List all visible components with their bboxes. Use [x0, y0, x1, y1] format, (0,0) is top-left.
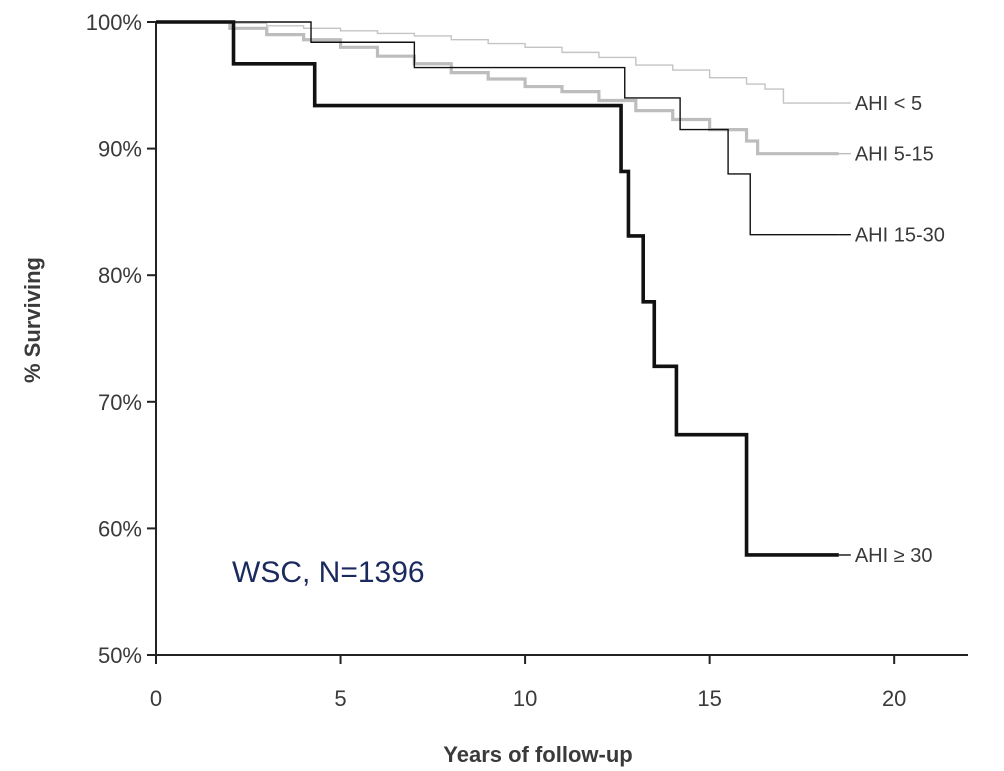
- y-tick-label: 60%: [98, 516, 142, 541]
- series-label-3: AHI ≥ 30: [855, 545, 933, 567]
- series-line-2: [156, 21, 839, 236]
- y-tick-label: 80%: [98, 263, 142, 288]
- series-line-0: [156, 21, 839, 104]
- axes: [155, 22, 968, 656]
- y-tick-label: 50%: [98, 643, 142, 668]
- x-axis-title: Years of follow-up: [443, 742, 632, 767]
- y-tick-label: 70%: [98, 390, 142, 415]
- x-tick-label: 10: [513, 686, 537, 711]
- ticks: 50% 60% 70% 80% 90% 100% 0 5 10 15 20: [86, 10, 907, 711]
- chart-annotation: WSC, N=1396: [232, 556, 425, 589]
- series-label-0: AHI < 5: [855, 93, 922, 115]
- x-tick-label: 20: [882, 686, 906, 711]
- series-label-2: AHI 15-30: [855, 225, 945, 247]
- series-labels: AHI < 5 AHI 5-15 AHI 15-30 AHI ≥ 30: [838, 93, 945, 567]
- y-tick-label: 90%: [98, 137, 142, 162]
- series-label-1: AHI 5-15: [855, 144, 934, 166]
- series-line-1: [156, 20, 839, 156]
- x-tick-label: 0: [150, 686, 162, 711]
- series-lines: [156, 20, 839, 557]
- y-axis-title: % Surviving: [20, 257, 45, 383]
- x-tick-label: 5: [334, 686, 346, 711]
- y-tick-label: 100%: [86, 10, 142, 35]
- x-tick-label: 15: [697, 686, 721, 711]
- series-line-3: [156, 20, 839, 557]
